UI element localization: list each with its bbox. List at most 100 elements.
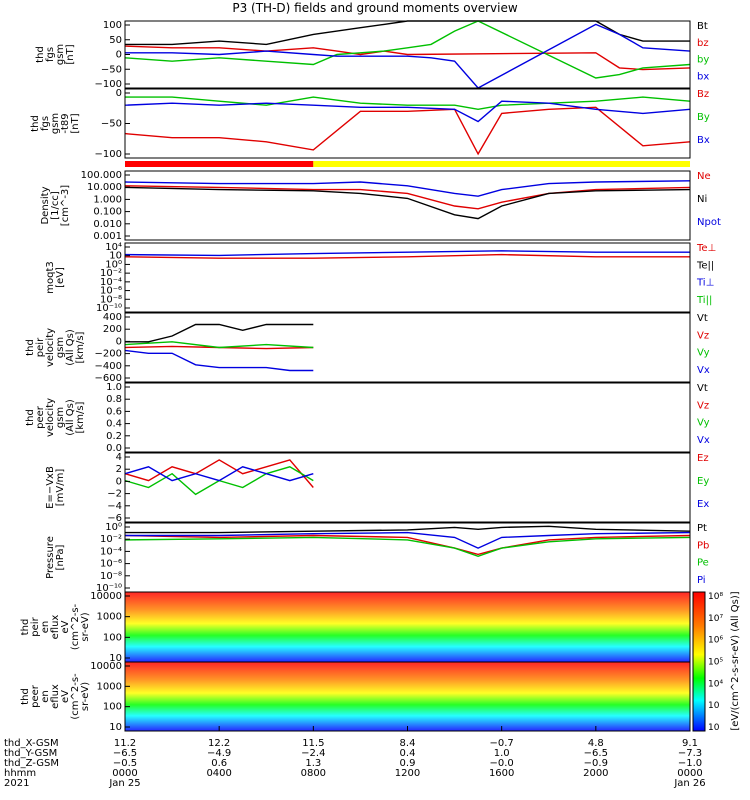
y-tick-label: 100: [103, 20, 122, 31]
series-peir_velocity-Vt: [125, 325, 313, 342]
series-fgs-bx: [125, 24, 690, 88]
legend-entry: Ni: [697, 194, 707, 205]
legend-entry: Ez: [697, 453, 709, 464]
legend-entry: Ti⊥: [696, 278, 714, 289]
legend-entry: Ti||: [696, 295, 712, 306]
colorbar-tick-label: 10⁶: [708, 636, 723, 646]
y-tick-label: 400: [103, 312, 122, 323]
colorbar-tick-label: 10⁴: [708, 679, 723, 689]
legend-entry: Bt: [697, 21, 708, 32]
y-tick-label: 50: [109, 35, 122, 46]
y-axis-label: [mV/m]: [55, 469, 66, 507]
y-axis-label: [nPa]: [55, 544, 66, 570]
y-tick-label: 1000: [97, 612, 122, 623]
y-axis-label: sr-eV): [80, 682, 91, 711]
series-pressure-Pt: [125, 526, 690, 532]
x-axis-value: 2000: [583, 768, 608, 779]
y-tick-label: 10⁻⁸: [100, 571, 122, 582]
x-axis-value: 0400: [206, 768, 231, 779]
y-tick-label: −50: [101, 64, 122, 75]
legend-entry: Vz: [697, 400, 709, 411]
legend-entry: Vx: [697, 435, 710, 446]
y-tick-label: 100: [103, 632, 122, 643]
legend-entry: Vy: [697, 418, 710, 429]
colorbar-tick-label: 10⁷: [708, 614, 723, 624]
x-axis-value: 0800: [301, 768, 326, 779]
legend-entry: Vz: [697, 330, 709, 341]
y-tick-label: 0: [116, 50, 122, 61]
y-tick-label: 0: [116, 476, 122, 487]
legend-entry: Pi: [697, 575, 706, 586]
legend-entry: Pe: [697, 558, 709, 569]
y-axis-label: [cm^-3]: [60, 185, 71, 226]
legend-entry: Ex: [697, 499, 709, 510]
y-axis-label: [nT]: [70, 113, 81, 133]
y-tick-label: 10.000: [87, 182, 122, 193]
y-axis-label: [nT]: [65, 44, 76, 64]
x-axis-value: Jan 25: [108, 778, 140, 789]
peir_spectrogram-spectrogram-fill: [125, 592, 690, 662]
fgs_t89-frame: [125, 89, 690, 158]
y-axis-label: [km/s]: [75, 401, 86, 433]
legend-entry: Vx: [697, 365, 710, 376]
y-tick-label: 200: [103, 324, 122, 335]
y-tick-label: 10⁻⁴: [100, 546, 122, 557]
y-tick-label: 0.6: [106, 406, 122, 417]
y-axis-label: sr-eV): [80, 612, 91, 641]
series-density-Ni: [125, 187, 690, 218]
y-tick-label: 0.001: [93, 231, 122, 242]
y-tick-label: 1.000: [93, 194, 122, 205]
series-temperature-Ti⊥: [125, 251, 690, 256]
colorbar-tick-label: 10⁸: [708, 592, 723, 602]
y-tick-label: 0.010: [93, 219, 122, 230]
y-tick-label: 0: [116, 336, 122, 347]
y-axis-label: [km/s]: [75, 331, 86, 363]
series-pressure-Pe: [125, 537, 690, 556]
mode-bar-segment: [125, 161, 313, 167]
x-axis-value: 1200: [395, 768, 420, 779]
legend-entry: Npot: [697, 217, 721, 228]
legend-entry: bx: [697, 71, 709, 82]
y-tick-label: 0: [116, 88, 122, 99]
y-axis-label: [eV]: [55, 267, 66, 288]
y-tick-label: −100: [95, 149, 122, 160]
y-tick-label: 1.0: [106, 382, 122, 393]
y-tick-label: 10: [109, 722, 122, 733]
y-tick-label: 100: [103, 702, 122, 713]
y-tick-label: 10⁰: [105, 522, 122, 533]
y-tick-label: 4: [116, 452, 122, 463]
y-tick-label: 10⁻²: [100, 534, 122, 545]
y-tick-label: −200: [95, 349, 122, 360]
y-tick-label: 2: [116, 464, 122, 475]
y-tick-label: −50: [101, 119, 122, 130]
series-fgs_t89-Bz: [125, 107, 690, 154]
x-axis-row-label: 2021: [4, 778, 29, 789]
legend-entry: bz: [697, 38, 709, 49]
legend-entry: Vt: [697, 313, 708, 324]
legend-entry: Vt: [697, 383, 708, 394]
y-tick-label: −400: [95, 361, 122, 372]
series-efield-Ez: [125, 460, 313, 488]
legend-entry: Te||: [696, 260, 714, 271]
y-tick-label: 100.000: [81, 170, 122, 181]
legend-entry: Vy: [697, 348, 710, 359]
peer_velocity-frame: [125, 383, 690, 452]
y-tick-label: 10000: [90, 661, 122, 672]
temperature-frame: [125, 243, 690, 312]
y-tick-label: 0.100: [93, 207, 122, 218]
colorbar-tick-label: 10⁵: [708, 658, 723, 668]
legend-entry: Te⊥: [696, 243, 716, 254]
y-tick-label: 0.2: [106, 431, 122, 442]
y-tick-label: 10000: [90, 591, 122, 602]
legend-entry: Bz: [697, 89, 709, 100]
efield-frame: [125, 453, 690, 522]
series-fgs-by: [125, 21, 690, 78]
colorbar: [693, 592, 705, 731]
legend-entry: Ne: [697, 171, 711, 182]
y-tick-label: 0.8: [106, 394, 122, 405]
y-tick-label: 10⁻⁶: [100, 559, 122, 570]
series-fgs-Bt: [125, 21, 690, 44]
colorbar-tick-label: 10⁳: [708, 701, 720, 711]
x-axis-value: 1600: [489, 768, 514, 779]
